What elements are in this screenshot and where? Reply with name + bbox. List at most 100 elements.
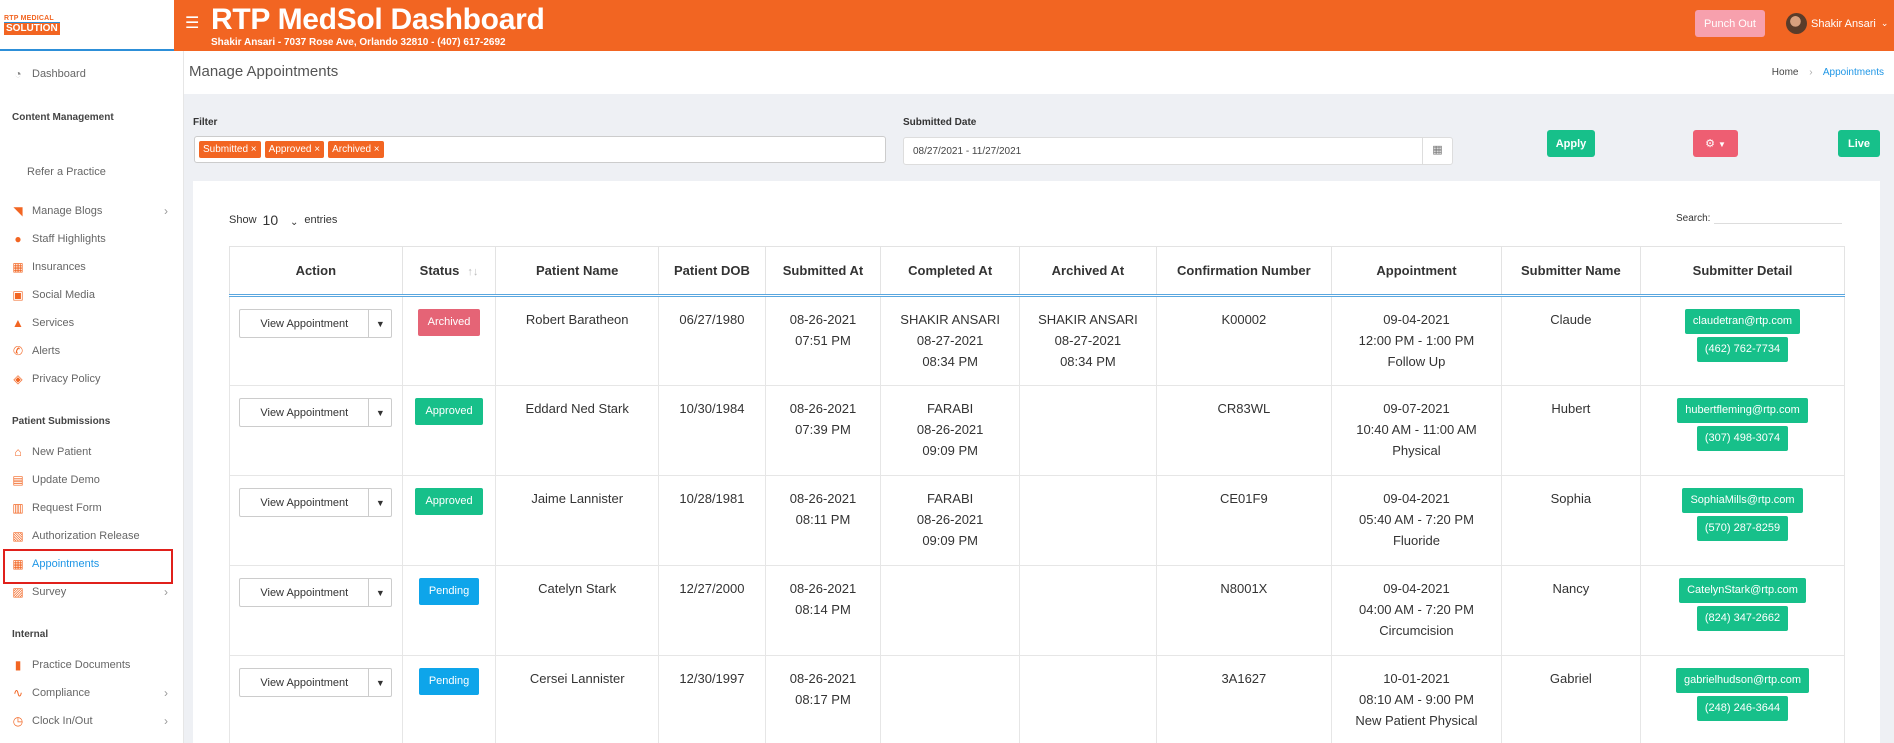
appointment-time: 05:40 AM - 7:20 PM [1359,512,1474,527]
page-title: Manage Appointments [189,63,339,80]
logo[interactable]: RTP MEDICAL SOLUTION [4,15,60,35]
action-dropdown-button[interactable]: ▼ [369,578,393,607]
sidebar-item-manage-blogs[interactable]: ◥ Manage Blogs › [0,199,184,223]
archived-by: SHAKIR ANSARI [1038,312,1138,327]
sidebar-item-alerts[interactable]: ✆ Alerts [0,339,184,363]
col-status[interactable]: Status ↑↓ [401,246,497,297]
completed-at-cell: FARABI 08-26-2021 09:09 PM [879,475,1021,566]
submitter-phone-button[interactable]: (824) 347-2662 [1696,606,1789,631]
nav-heading-internal: Internal [12,629,49,640]
services-icon: ▲ [12,316,24,330]
status-badge: Approved [415,488,483,515]
col-appointment[interactable]: Appointment [1331,246,1502,297]
action-dropdown-button[interactable]: ▼ [369,398,393,427]
col-patient-name[interactable]: Patient Name [495,246,659,297]
col-submitter-detail[interactable]: Submitter Detail [1640,246,1845,297]
breadcrumb-current: Appointments [1822,67,1884,78]
settings-dropdown-button[interactable]: ⚙ ▼ [1693,130,1738,157]
sidebar-item-authorization-release[interactable]: ▧ Authorization Release [0,524,184,548]
appointment-cell: 09-07-2021 10:40 AM - 11:00 AM Physical [1331,385,1502,476]
submitter-email-button[interactable]: hubertfleming@rtp.com [1677,398,1808,423]
submitted-time: 08:11 PM [795,512,851,527]
sidebar-item-survey[interactable]: ▨ Survey › [0,580,184,604]
sort-icon[interactable]: ↑↓ [467,266,479,278]
chevron-right-icon: › [164,686,168,700]
patient-name-cell: Eddard Ned Stark [495,385,659,476]
submitter-detail-cell: hubertfleming@rtp.com (307) 498-3074 [1640,385,1845,476]
date-range-input[interactable]: 08/27/2021 - 11/27/2021 ▦ [903,137,1453,165]
filter-tag-archived[interactable]: Archived × [328,141,384,158]
sidebar-item-dashboard[interactable]: ◔ Dashboard [0,62,184,86]
view-appointment-button[interactable]: View Appointment [239,488,370,517]
logo-area[interactable]: RTP MEDICAL SOLUTION [0,0,183,51]
submitter-email-button[interactable]: CatelynStark@rtp.com [1679,578,1806,603]
sidebar-item-practice-documents[interactable]: ▮ Practice Documents [0,653,184,677]
completed-date: 08-26-2021 [916,422,984,437]
sidebar-item-appointments[interactable]: ▦ Appointments [0,552,184,576]
submitter-phone-button[interactable]: (462) 762-7734 [1696,337,1789,362]
filter-tag-approved[interactable]: Approved × [264,141,325,158]
col-completed-at[interactable]: Completed At [879,246,1021,297]
menu-icon[interactable]: ☰ [185,15,200,32]
col-confirmation-number[interactable]: Confirmation Number [1155,246,1333,297]
gear-icon: ⚙ [1705,138,1715,150]
app-subtitle: Shakir Ansari - 7037 Rose Ave, Orlando 3… [211,37,506,48]
sidebar-item-label: Services [32,317,75,329]
sidebar-item-clock-in-out[interactable]: ◷ Clock In/Out › [0,709,184,733]
sidebar-item-compliance[interactable]: ∿ Compliance › [0,681,184,705]
view-appointment-button[interactable]: View Appointment [239,668,370,697]
action-dropdown-button[interactable]: ▼ [369,309,393,338]
logo-line1: RTP MEDICAL [4,15,60,23]
sidebar-item-refer[interactable]: Refer a Practice [27,166,106,178]
sidebar-item-label: Privacy Policy [32,373,101,385]
appointment-time: 10:40 AM - 11:00 AM [1356,422,1477,437]
filter-input[interactable]: Submitted × Approved × Archived × [194,136,886,163]
submitter-phone-button[interactable]: (307) 498-3074 [1696,426,1789,451]
view-appointment-button[interactable]: View Appointment [239,578,370,607]
sidebar-item-social-media[interactable]: ▣ Social Media [0,283,184,307]
col-submitter-name[interactable]: Submitter Name [1500,246,1642,297]
caret-down-icon: ▼ [375,587,385,598]
punch-out-button[interactable]: Punch Out [1695,10,1765,37]
submitter-email-button[interactable]: gabrielhudson@rtp.com [1676,668,1809,693]
completed-at-cell: FARABI 08-26-2021 09:09 PM [879,385,1021,476]
sidebar-item-label: Survey [32,586,67,598]
action-group: View Appointment ▼ [239,488,393,517]
col-archived-at[interactable]: Archived At [1019,246,1157,297]
submitted-date: 08-26-2021 [789,312,857,327]
submitter-email-button[interactable]: claudetran@rtp.com [1684,309,1801,334]
col-patient-dob[interactable]: Patient DOB [657,246,766,297]
live-button[interactable]: Live [1838,130,1880,157]
action-dropdown-button[interactable]: ▼ [369,488,393,517]
sidebar-item-services[interactable]: ▲ Services [0,311,184,335]
submitter-phone-button[interactable]: (248) 246-3644 [1696,696,1789,721]
search-input[interactable] [1714,208,1843,224]
view-appointment-button[interactable]: View Appointment [239,309,370,338]
apply-button[interactable]: Apply [1547,130,1595,157]
chevron-right-icon: › [164,714,168,728]
submitted-at-cell: 08-26-2021 07:51 PM [764,295,882,386]
sidebar-item-request-form[interactable]: ▥ Request Form [0,496,184,520]
submitter-email-button[interactable]: SophiaMills@rtp.com [1682,488,1803,513]
sidebar-item-insurances[interactable]: ▦ Insurances [0,255,184,279]
status-cell: Approved [401,385,497,476]
action-group: View Appointment ▼ [239,668,393,697]
filter-tag-submitted[interactable]: Submitted × [199,141,261,158]
search-control: Search: [1676,208,1843,224]
user-menu[interactable]: Shakir Ansari ⌄ [1786,13,1888,34]
sidebar-item-new-patient[interactable]: ⌂ New Patient [0,440,184,464]
signature-icon: ∿ [12,686,24,700]
entries-select[interactable]: 10 ⌄ [263,212,299,228]
submitter-detail-cell: CatelynStark@rtp.com (824) 347-2662 [1640,565,1845,656]
submitted-time: 08:17 PM [795,692,851,707]
view-appointment-button[interactable]: View Appointment [239,398,370,427]
archived-at-cell [1019,565,1157,656]
breadcrumb-home[interactable]: Home [1771,67,1799,78]
submitter-phone-button[interactable]: (570) 287-8259 [1696,516,1789,541]
sidebar-item-privacy-policy[interactable]: ◈ Privacy Policy [0,367,184,391]
calendar-icon[interactable]: ▦ [1422,137,1452,165]
col-submitted-at[interactable]: Submitted At [764,246,882,297]
sidebar-item-update-demo[interactable]: ▤ Update Demo [0,468,184,492]
action-dropdown-button[interactable]: ▼ [369,668,393,697]
sidebar-item-staff-highlights[interactable]: ● Staff Highlights [0,227,184,251]
